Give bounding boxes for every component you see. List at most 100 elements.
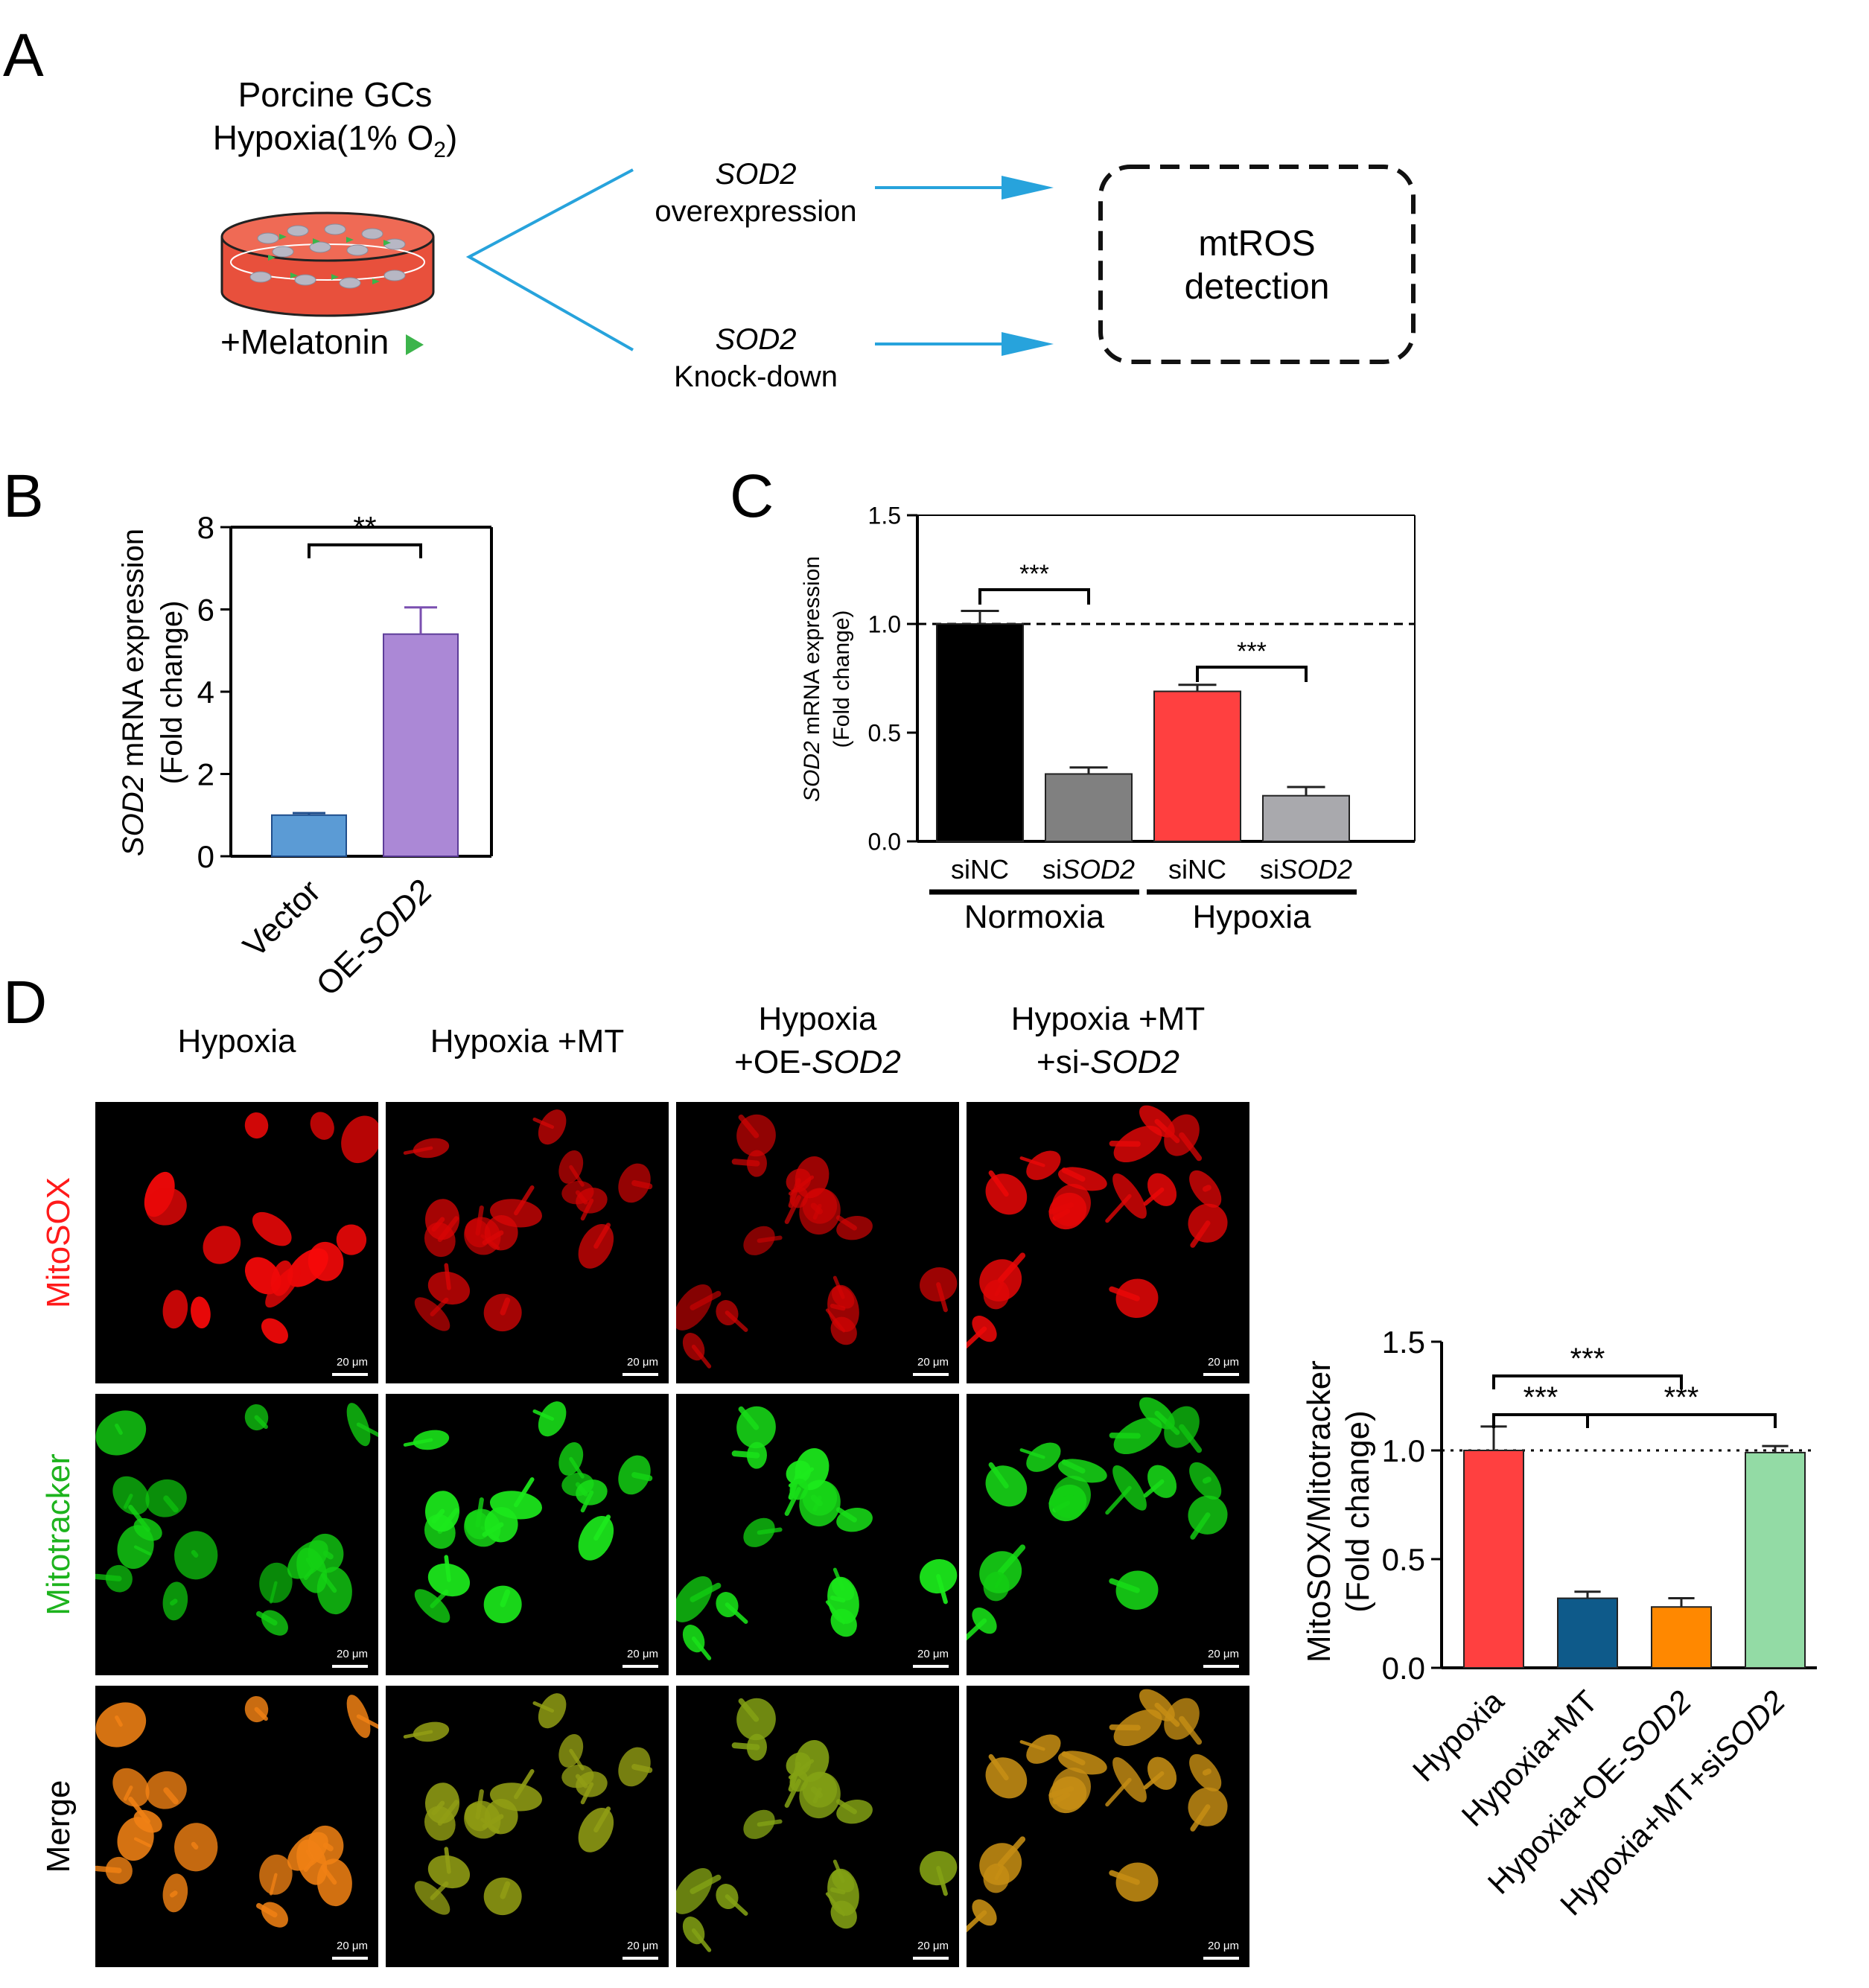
- cell-process: [784, 1487, 801, 1516]
- cell-process: [967, 1618, 987, 1641]
- outcome-line2: detection: [1184, 267, 1330, 307]
- cell-process: [269, 1581, 278, 1604]
- cell-process: [500, 1881, 511, 1899]
- row-label: Mitotracker: [40, 1453, 77, 1616]
- cell-process: [731, 1159, 760, 1167]
- cell-process: [1019, 1448, 1045, 1459]
- cell-process: [1109, 1578, 1140, 1593]
- workflow-arrows: [465, 165, 1416, 364]
- micrograph-merge: 20 μm: [386, 1686, 669, 1967]
- y-tick-label: 0.5: [1382, 1542, 1425, 1577]
- significance-bracket: [1492, 1413, 1589, 1428]
- cell-process: [123, 1494, 133, 1509]
- scale-bar: [913, 1665, 949, 1668]
- group-label: Normoxia: [964, 899, 1105, 935]
- cell-process: [255, 1902, 278, 1918]
- micrograph-image: [95, 1695, 378, 1928]
- cell-process: [95, 1573, 122, 1581]
- bar: [1651, 1606, 1712, 1669]
- cell-process: [1061, 1459, 1086, 1474]
- cell-process: [1202, 1185, 1211, 1192]
- cell-process: [1109, 1286, 1140, 1302]
- scale-bar-label: 20 μm: [627, 1356, 658, 1369]
- y-axis-label-line2: (Fold change): [830, 610, 854, 748]
- cell-process: [967, 1910, 987, 1933]
- scale-bar: [913, 1957, 949, 1960]
- cell-process: [1061, 1751, 1086, 1766]
- y-tick-label: 0.0: [868, 829, 901, 856]
- significance-bracket: [978, 588, 1090, 605]
- cell-process: [631, 1180, 653, 1190]
- cell-process: [128, 1797, 150, 1824]
- cell-process: [482, 1814, 504, 1829]
- scale-bar-label: 20 μm: [627, 1648, 658, 1660]
- scale-bar: [332, 1373, 368, 1376]
- cell-process: [163, 1495, 179, 1513]
- cell-process: [757, 1819, 783, 1827]
- cell: [191, 1296, 211, 1329]
- panel-label-a: A: [3, 22, 44, 89]
- cell-process: [356, 1714, 378, 1730]
- bar: [271, 814, 347, 857]
- scale-bar: [332, 1665, 368, 1668]
- cell-process: [482, 1522, 504, 1538]
- cell-process: [725, 1894, 748, 1916]
- cell-process: [835, 1799, 857, 1815]
- micrograph-image: [967, 1105, 1228, 1349]
- y-tick-label: 1.5: [868, 503, 901, 529]
- cell-process: [170, 1890, 178, 1898]
- significance-bracket: [1196, 666, 1308, 682]
- y-axis-label: SOD2 mRNA expression: [117, 529, 150, 856]
- chart-b: 0 2 4 6 8 ** SOD2 mRNA expression (Fold change)…: [117, 510, 493, 1003]
- scale-bar: [1203, 1665, 1239, 1668]
- cell-process: [731, 1450, 760, 1459]
- micrograph-image: [676, 1114, 958, 1369]
- chart-d: 0.0 0.5 1.0 1.5 *** *** *** MitoSOX/Mitotracker…: [1301, 1325, 1817, 1922]
- cell-process: [731, 1742, 760, 1750]
- micrograph-mitosox: 20 μm: [967, 1102, 1249, 1383]
- cell-process: [95, 1865, 122, 1873]
- melatonin-triangle-icon: [406, 334, 424, 355]
- cell-process: [690, 1290, 722, 1310]
- cell-process: [444, 1555, 451, 1582]
- cell-process: [988, 1753, 1009, 1781]
- bar: [936, 623, 1024, 842]
- scale-bar: [1203, 1957, 1239, 1960]
- bar: [383, 633, 459, 857]
- cell-process: [191, 1841, 199, 1850]
- cell-process: [514, 1185, 535, 1216]
- scale-bar-label: 20 μm: [337, 1648, 368, 1660]
- scale-bar-label: 20 μm: [917, 1648, 949, 1660]
- cell-process: [936, 1282, 948, 1313]
- panel-label-c: C: [730, 462, 774, 530]
- cell-process: [825, 1308, 846, 1333]
- cell-process: [830, 1303, 846, 1311]
- micrograph-image: [95, 1403, 378, 1636]
- cell-process: [170, 1599, 178, 1606]
- cell-process: [1143, 1187, 1165, 1206]
- scale-bar-label: 20 μm: [337, 1356, 368, 1369]
- cell-process: [1179, 1132, 1203, 1162]
- micrograph-mitosox: 20 μm: [95, 1102, 378, 1383]
- cell: [310, 1112, 334, 1140]
- micrograph-mitotracker: 20 μm: [386, 1394, 669, 1675]
- cell: [252, 1211, 292, 1246]
- branch-bottom-action: Knock-down: [673, 360, 838, 393]
- cell-process: [1105, 1485, 1132, 1515]
- cell-process: [322, 1550, 334, 1560]
- micrograph-image: [144, 1112, 378, 1344]
- y-tick-label: 2: [197, 757, 214, 792]
- cell-process: [810, 1494, 824, 1507]
- scale-bar: [1203, 1373, 1239, 1376]
- cell-process: [444, 1263, 451, 1290]
- cell-process: [1179, 1424, 1203, 1453]
- cell-process: [1061, 1167, 1086, 1182]
- arrow-bottom-head: [1002, 332, 1054, 356]
- y-tick-label: 0.5: [868, 720, 901, 747]
- cell-process: [1143, 1479, 1165, 1498]
- bar: [1557, 1597, 1618, 1669]
- schematic-title-line2: Hypoxia(1% O2): [212, 118, 458, 163]
- outcome-box: [1098, 165, 1416, 364]
- y-axis-label-line2: (Fold change): [1340, 1410, 1376, 1612]
- cell-process: [254, 1707, 268, 1721]
